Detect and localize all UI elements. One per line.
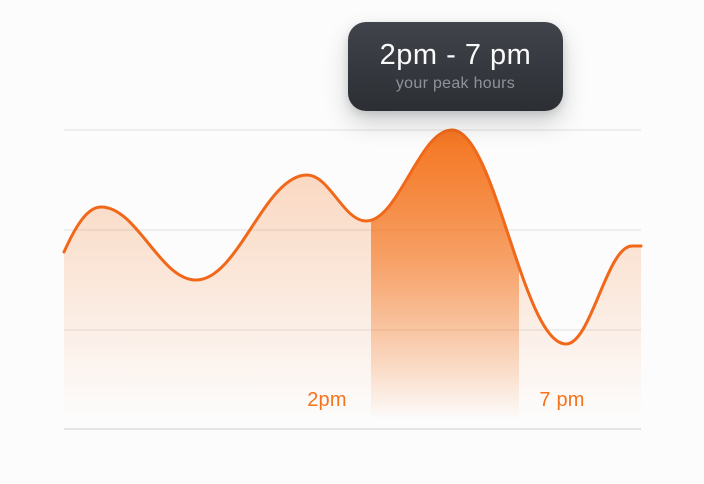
- area-fill: [64, 130, 641, 418]
- peak-hours-range-text: 2pm - 7 pm: [379, 39, 532, 72]
- x-axis-label-peak-end: 7 pm: [539, 389, 585, 411]
- peak-highlight-band: [371, 130, 519, 418]
- peak-hours-caption: your peak hours: [395, 74, 516, 92]
- peak-hours-tooltip: 2pm - 7 pm your peak hours: [348, 22, 563, 111]
- curve-line: [62, 128, 643, 346]
- x-axis-label-peak-start: 2pm: [307, 389, 347, 411]
